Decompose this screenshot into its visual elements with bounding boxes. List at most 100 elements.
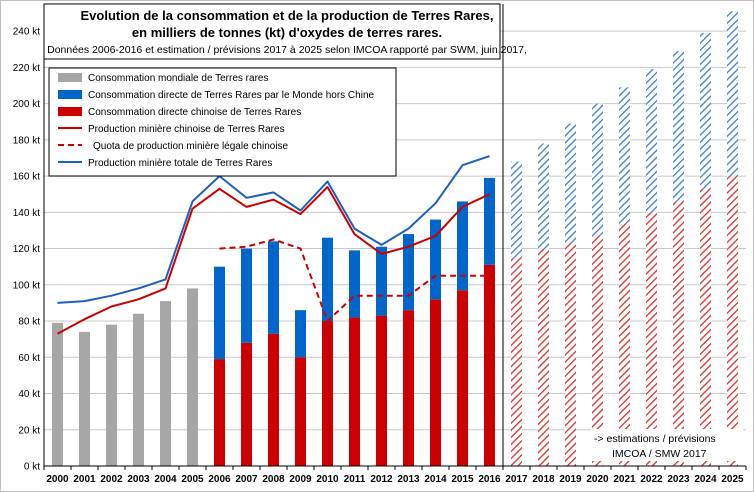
- annotation-background: [591, 429, 743, 461]
- x-tick-label: 2015: [451, 474, 474, 485]
- bar-world-consumption: [79, 331, 90, 466]
- x-tick-label: 2004: [154, 474, 177, 485]
- bar-world-ex-china-consumption: [241, 248, 252, 343]
- x-tick-label: 2006: [208, 474, 231, 485]
- chart-subtitle: Données 2006-2016 et estimation / prévis…: [47, 44, 527, 56]
- bar-world-ex-china-consumption: [700, 32, 711, 189]
- bar-world-ex-china-consumption: [376, 246, 387, 316]
- y-tick-label: 160 kt: [13, 172, 40, 183]
- x-tick-label: 2025: [721, 474, 744, 485]
- bar-world-ex-china-consumption: [268, 241, 279, 334]
- bar-china-consumption: [673, 201, 684, 466]
- legend: Consommation mondiale de Terres rares Co…: [48, 67, 397, 177]
- x-tick-label: 2002: [100, 474, 123, 485]
- y-tick-label: 240 kt: [13, 27, 40, 38]
- legend-swatch-china-consumption: [58, 107, 82, 116]
- legend-swatch-world-ex-china: [58, 90, 82, 99]
- bar-world-ex-china-consumption: [619, 87, 630, 224]
- bar-china-consumption: [727, 176, 738, 466]
- x-tick-label: 2000: [46, 474, 69, 485]
- legend-label-china-production: Production minière chinoise de Terres Ra…: [88, 124, 285, 135]
- x-tick-label: 2008: [262, 474, 285, 485]
- x-tick-label: 2011: [344, 474, 366, 485]
- bar-world-consumption: [187, 288, 198, 466]
- x-tick-label: 2005: [181, 474, 204, 485]
- bar-world-ex-china-consumption: [565, 123, 576, 244]
- legend-label-china-consumption: Consommation directe chinoise de Terres …: [88, 107, 301, 118]
- x-tick-label: 2007: [235, 474, 258, 485]
- legend-label-china-quota: Quota de production minière légale chino…: [93, 141, 289, 152]
- x-tick-labels: 2000 2001 2002 2003 2004 2005 2006 2007 2008 2009…: [46, 474, 744, 485]
- bar-world-ex-china-consumption: [511, 161, 522, 258]
- bar-china-consumption: [241, 342, 252, 466]
- legend-label-world-ex-china: Consommation directe de Terres Rares par…: [88, 90, 375, 101]
- bar-world-ex-china-consumption: [430, 219, 441, 300]
- bar-world-ex-china-consumption: [457, 201, 468, 291]
- bar-china-consumption: [484, 264, 495, 466]
- bar-world-ex-china-consumption: [646, 69, 657, 213]
- x-tick-label: 2018: [532, 474, 555, 485]
- legend-label-world-consumption: Consommation mondiale de Terres rares: [88, 73, 268, 84]
- lines-layer: [57, 155, 490, 335]
- legend-box: [48, 67, 397, 177]
- bar-china-consumption: [646, 212, 657, 466]
- chart-title-line-1: Evolution de la consommation et de la pr…: [81, 8, 494, 23]
- bar-world-ex-china-consumption: [349, 250, 360, 318]
- bar-china-consumption: [592, 235, 603, 466]
- x-tick-label: 2020: [586, 474, 609, 485]
- x-tick-label: 2021: [613, 474, 636, 485]
- y-tick-label: 140 kt: [13, 208, 40, 219]
- bar-china-consumption: [376, 315, 387, 466]
- bar-china-consumption: [430, 299, 441, 466]
- bar-china-consumption: [457, 290, 468, 466]
- x-tick-label: 2023: [667, 474, 690, 485]
- bar-china-consumption: [214, 359, 225, 466]
- y-tick-label: 60 kt: [18, 353, 40, 364]
- y-tick-label: 20 kt: [18, 425, 40, 436]
- forecast-annotation: -> estimations / prévisions IMCOA / SMW …: [591, 429, 743, 461]
- bar-world-ex-china-consumption: [538, 143, 549, 249]
- legend-label-total-production: Production minière totale de Terres Rare…: [88, 158, 272, 169]
- y-tick-label: 200 kt: [13, 99, 40, 110]
- y-tick-label: 100 kt: [13, 280, 40, 291]
- bar-world-consumption: [106, 324, 117, 466]
- y-tick-label: 80 kt: [18, 317, 40, 328]
- bar-world-ex-china-consumption: [592, 103, 603, 236]
- bar-world-consumption: [133, 313, 144, 466]
- x-tick-label: 2009: [289, 474, 312, 485]
- x-tick-label: 2014: [424, 474, 447, 485]
- bar-world-ex-china-consumption: [484, 177, 495, 265]
- bar-china-consumption: [565, 243, 576, 466]
- chart-title-line-2: en milliers de tonnes (kt) d'oxydes de t…: [132, 25, 442, 40]
- x-tick-label: 2012: [370, 474, 393, 485]
- bars-layer: [52, 11, 738, 466]
- bar-china-consumption: [700, 188, 711, 466]
- bar-world-consumption: [160, 301, 171, 466]
- x-tick-label: 2017: [505, 474, 528, 485]
- bar-world-ex-china-consumption: [403, 234, 414, 311]
- legend-swatch-world-consumption: [58, 73, 82, 82]
- line-china-production: [57, 186, 490, 335]
- x-tick-label: 2013: [397, 474, 420, 485]
- bar-china-consumption: [403, 310, 414, 466]
- bar-world-ex-china-consumption: [214, 266, 225, 360]
- bar-china-consumption: [268, 333, 279, 466]
- x-tick-label: 2016: [478, 474, 501, 485]
- x-tick-label: 2024: [694, 474, 717, 485]
- x-tick-label: 2001: [73, 474, 96, 485]
- x-tick-label: 2003: [127, 474, 150, 485]
- bar-world-ex-china-consumption: [727, 11, 738, 177]
- bar-china-consumption: [295, 357, 306, 466]
- title-box: Evolution de la consommation et de la pr…: [43, 3, 527, 60]
- y-tick-label: 180 kt: [13, 135, 40, 146]
- bar-china-consumption: [322, 321, 333, 466]
- annotation-line-2: IMCOA / SMW 2017: [612, 448, 707, 460]
- bar-china-consumption: [538, 248, 549, 466]
- x-tick-label: 2019: [559, 474, 582, 485]
- line-china-quota: [219, 238, 490, 322]
- y-tick-label: 40 kt: [18, 389, 40, 400]
- y-tick-label: 220 kt: [13, 63, 40, 74]
- y-tick-labels: 0 kt 20 kt 40 kt 60 kt 80 kt 100 kt 120 kt 140 …: [13, 27, 40, 473]
- bar-china-consumption: [619, 223, 630, 466]
